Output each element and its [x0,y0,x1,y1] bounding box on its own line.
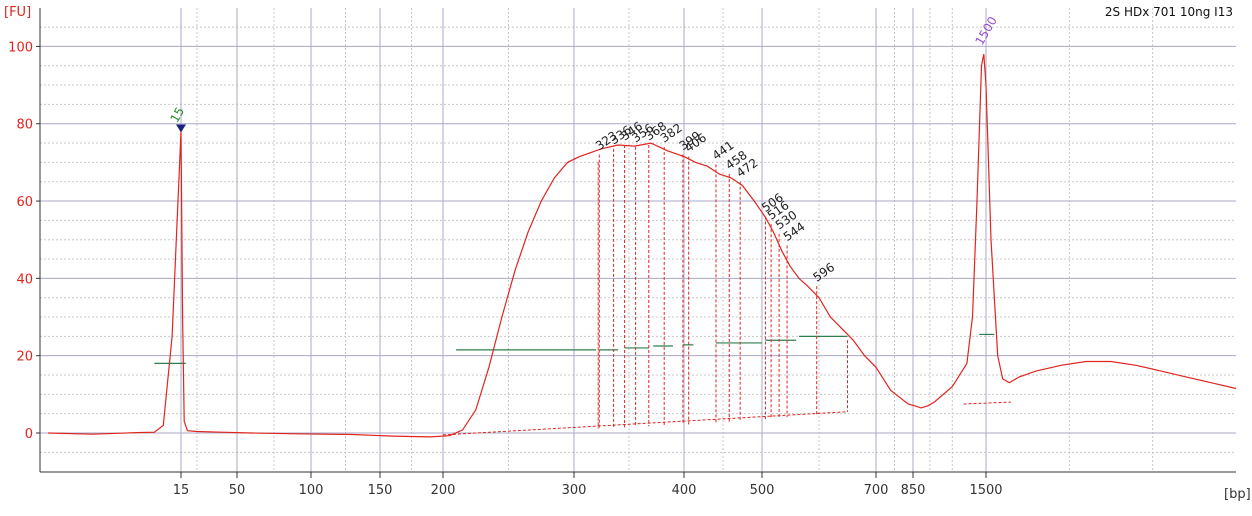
x-axis-label: [bp] [1224,487,1251,502]
x-tick-label: 500 [750,483,775,498]
y-tick-label: 60 [16,195,33,210]
x-tick-label: 300 [562,483,587,498]
y-tick-label: 100 [8,40,33,55]
signal-trace [47,53,1237,438]
x-tick-label: 15 [173,483,190,498]
axes [36,8,1236,478]
tick-labels: 0 20 40 60 80 100 15 50 100 150 200 300 400 500 700 850… [8,40,1002,498]
x-tick-label: 400 [672,483,697,498]
lower-marker-triangle [176,124,186,133]
ladder-baseline-dashed [963,401,1012,405]
x-tick-label: 1500 [969,483,1002,498]
x-tick-label: 700 [864,483,889,498]
peak-label: 596 [810,260,837,285]
ladder-peak-label: 15 [167,105,187,125]
trace-layer [47,53,1237,438]
peak-dropdown-lines [442,144,1012,436]
chart-title: 2S HDx 701 10ng I13 [1105,5,1233,19]
y-tick-label: 80 [16,118,33,133]
y-axis-label: [FU] [4,5,31,20]
region-baseline-dashed [442,411,848,436]
minor-gridlines [40,8,1236,472]
y-tick-label: 20 [16,350,33,365]
x-tick-label: 150 [368,483,393,498]
region-baselines [154,333,995,365]
x-tick-label: 850 [901,483,926,498]
x-tick-label: 100 [299,483,324,498]
y-tick-label: 0 [25,427,33,442]
ladder-peak-label: 1500 [972,14,999,47]
y-tick-label: 40 [16,272,33,287]
x-tick-label: 200 [431,483,456,498]
x-tick-label: 50 [229,483,246,498]
